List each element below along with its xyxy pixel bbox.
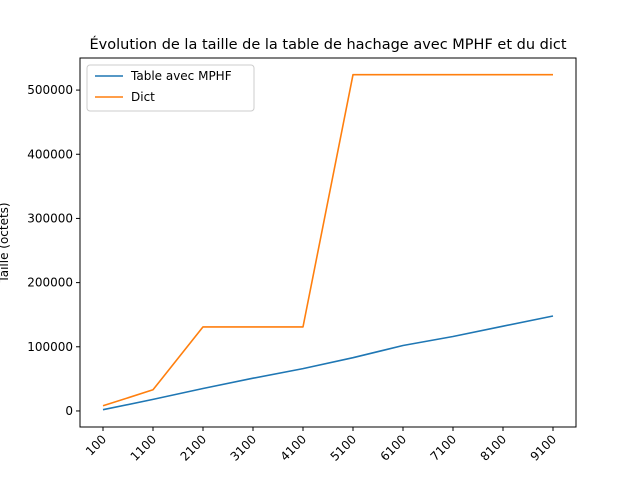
x-axis-ticks: 100 1100 2100 3100 4100 5100 6100 7100 8100 9100 bbox=[83, 427, 559, 464]
x-tick-label: 100 bbox=[83, 432, 109, 458]
axes-frame bbox=[79, 57, 577, 428]
x-tick-label: 9100 bbox=[528, 432, 559, 463]
series-line-1 bbox=[102, 315, 554, 411]
legend: Table avec MPHF Dict bbox=[86, 64, 255, 112]
x-tick-label: 1100 bbox=[128, 432, 159, 463]
y-axis-ticks: 0 100000 200000 300000 400000 500000 bbox=[27, 83, 80, 418]
x-tick-label: 7100 bbox=[428, 432, 459, 463]
x-tick-label: 4100 bbox=[278, 432, 309, 463]
chart-title: Évolution de la taille de la table de ha… bbox=[89, 36, 566, 53]
x-tick-label: 5100 bbox=[328, 432, 359, 463]
x-tick-label: 2100 bbox=[178, 432, 209, 463]
y-axis-label-group: Taille (octets) bbox=[0, 202, 11, 283]
y-tick-label: 100000 bbox=[27, 340, 73, 354]
y-tick-label: 0 bbox=[65, 404, 73, 418]
series-line-2 bbox=[102, 73, 553, 407]
y-tick-label: 300000 bbox=[27, 211, 73, 225]
y-tick-label: 400000 bbox=[27, 147, 73, 161]
legend-box bbox=[86, 64, 255, 112]
y-axis-label: Taille (octets) bbox=[0, 202, 11, 283]
x-tick-label: 3100 bbox=[228, 432, 259, 463]
legend-label: Dict bbox=[131, 90, 155, 104]
x-tick-label: 8100 bbox=[478, 432, 509, 463]
plot-lines bbox=[102, 73, 554, 411]
legend-label: Table avec MPHF bbox=[130, 69, 232, 83]
x-tick-label: 6100 bbox=[378, 432, 409, 463]
y-tick-label: 200000 bbox=[27, 276, 73, 290]
y-tick-label: 500000 bbox=[27, 83, 73, 97]
